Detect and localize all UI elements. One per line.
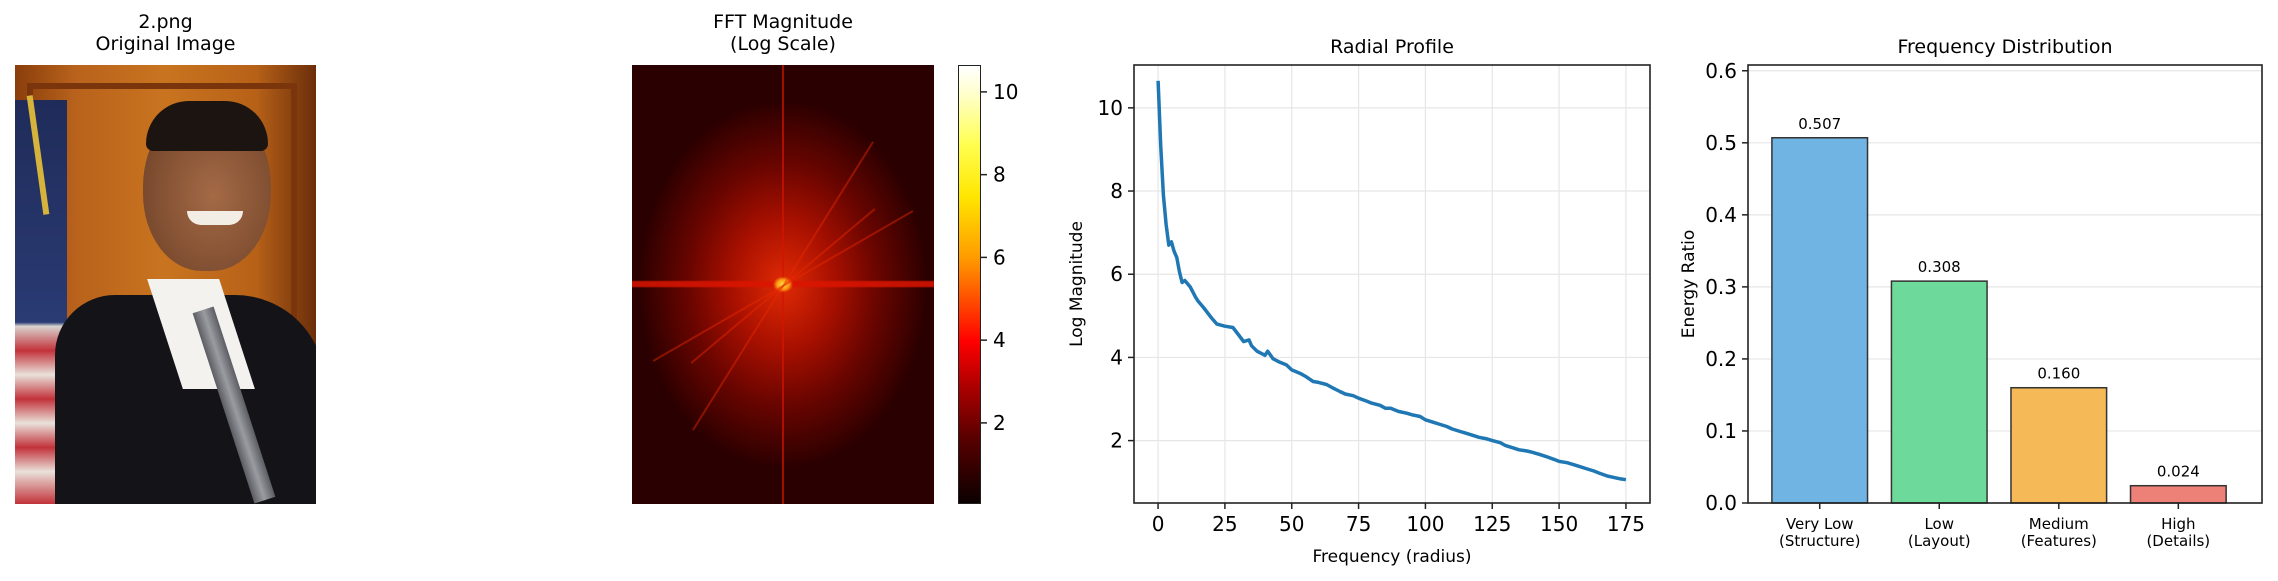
radial-x-tick-label: 50 [1279, 512, 1304, 536]
original-image-filename: 2.png [138, 11, 193, 33]
radial-x-tick-label: 175 [1607, 512, 1645, 536]
bar-x-tick-label-sub: (Layout) [1908, 532, 1971, 550]
bar-ylabel: Energy Ratio [1679, 230, 1699, 339]
radial-xlabel: Frequency (radius) [1312, 547, 1471, 567]
bar [1771, 137, 1869, 504]
radial-profile-chart: Radial Profile Frequency (radius) Log Ma… [1067, 36, 1651, 567]
bar-value-label: 0.308 [1918, 258, 1961, 276]
bar-x-tick-label: Medium [2029, 515, 2089, 533]
colorbar-tick-label: 10 [993, 80, 1018, 104]
bar-y-tick-label: 0.0 [1705, 491, 1737, 515]
fft-streak [652, 284, 784, 362]
radial-x-tick-label: 150 [1540, 512, 1578, 536]
bar-y-tick-label: 0.5 [1705, 131, 1737, 155]
bar-x-tick-label-sub: (Details) [2146, 532, 2210, 550]
bar-y-tick-label: 0.1 [1705, 419, 1737, 443]
fft-streak [692, 284, 784, 431]
colorbar-ticks: 2 4 6 8 10 [981, 80, 1018, 435]
bar-x-tick-label-sub: (Features) [2021, 532, 2097, 550]
colorbar-tick-label: 2 [993, 411, 1006, 435]
original-image-subtitle: Original Image [95, 33, 236, 55]
radial-x-tick-label: 125 [1473, 512, 1511, 536]
smile-shape [187, 211, 243, 225]
frequency-distribution-chart: Frequency Distribution Energy Ratio 0.0 0… [1679, 36, 2263, 550]
bar-y-tick-label: 0.4 [1705, 203, 1737, 227]
radial-y-tick-label: 10 [1098, 96, 1123, 120]
bar-x-tick-label: Very Low [1786, 515, 1854, 533]
radial-title: Radial Profile [1330, 36, 1454, 58]
radial-x-tick-label: 0 [1152, 512, 1165, 536]
bar-x-tick-label-sub: (Structure) [1779, 532, 1860, 550]
radial-x-tick-label: 75 [1346, 512, 1371, 536]
bar-x-tick-label: High [2161, 515, 2195, 533]
fft-streak [782, 140, 874, 287]
fft-title-line1: FFT Magnitude [713, 11, 853, 33]
bar-value-label: 0.024 [2157, 463, 2200, 481]
colorbar-tick-label: 8 [993, 163, 1006, 187]
colorbar-tick-label: 6 [993, 245, 1006, 269]
original-image-title: 2.png Original Image [15, 11, 316, 55]
bar-x-tick-label: Low [1924, 515, 1954, 533]
radial-y-tick-label: 4 [1110, 345, 1123, 369]
bar [2010, 386, 2108, 504]
hair-shape [146, 101, 268, 151]
fft-streak [782, 209, 914, 287]
radial-y-tick-label: 2 [1110, 429, 1123, 453]
fft-title-line2: (Log Scale) [730, 33, 836, 55]
bar-value-label: 0.507 [1798, 115, 1841, 133]
fft-streak [690, 284, 784, 364]
bar [2129, 484, 2227, 504]
radial-axes-frame [1133, 64, 1651, 504]
bar-value-label: 0.160 [2037, 365, 2080, 383]
bar [1890, 280, 1988, 504]
original-image [15, 65, 316, 504]
fft-title: FFT Magnitude (Log Scale) [632, 11, 934, 55]
bar-y-tick-label: 0.3 [1705, 275, 1737, 299]
fft-magnitude-image [632, 65, 934, 504]
radial-profile-line [1156, 80, 1627, 482]
bar-y-tick-label: 0.6 [1705, 59, 1737, 83]
fft-colorbar [958, 65, 981, 504]
radial-ylabel: Log Magnitude [1067, 221, 1087, 347]
bar-y-tick-label: 0.2 [1705, 347, 1737, 371]
radial-y-tick-label: 6 [1110, 262, 1123, 286]
radial-x-tick-label: 25 [1212, 512, 1237, 536]
radial-y-tick-label: 8 [1110, 179, 1123, 203]
colorbar-tick-label: 4 [993, 328, 1006, 352]
bar-axes-frame [1747, 64, 2263, 504]
bar-title: Frequency Distribution [1897, 36, 2112, 58]
radial-x-tick-label: 100 [1406, 512, 1444, 536]
fft-streak [782, 207, 876, 287]
